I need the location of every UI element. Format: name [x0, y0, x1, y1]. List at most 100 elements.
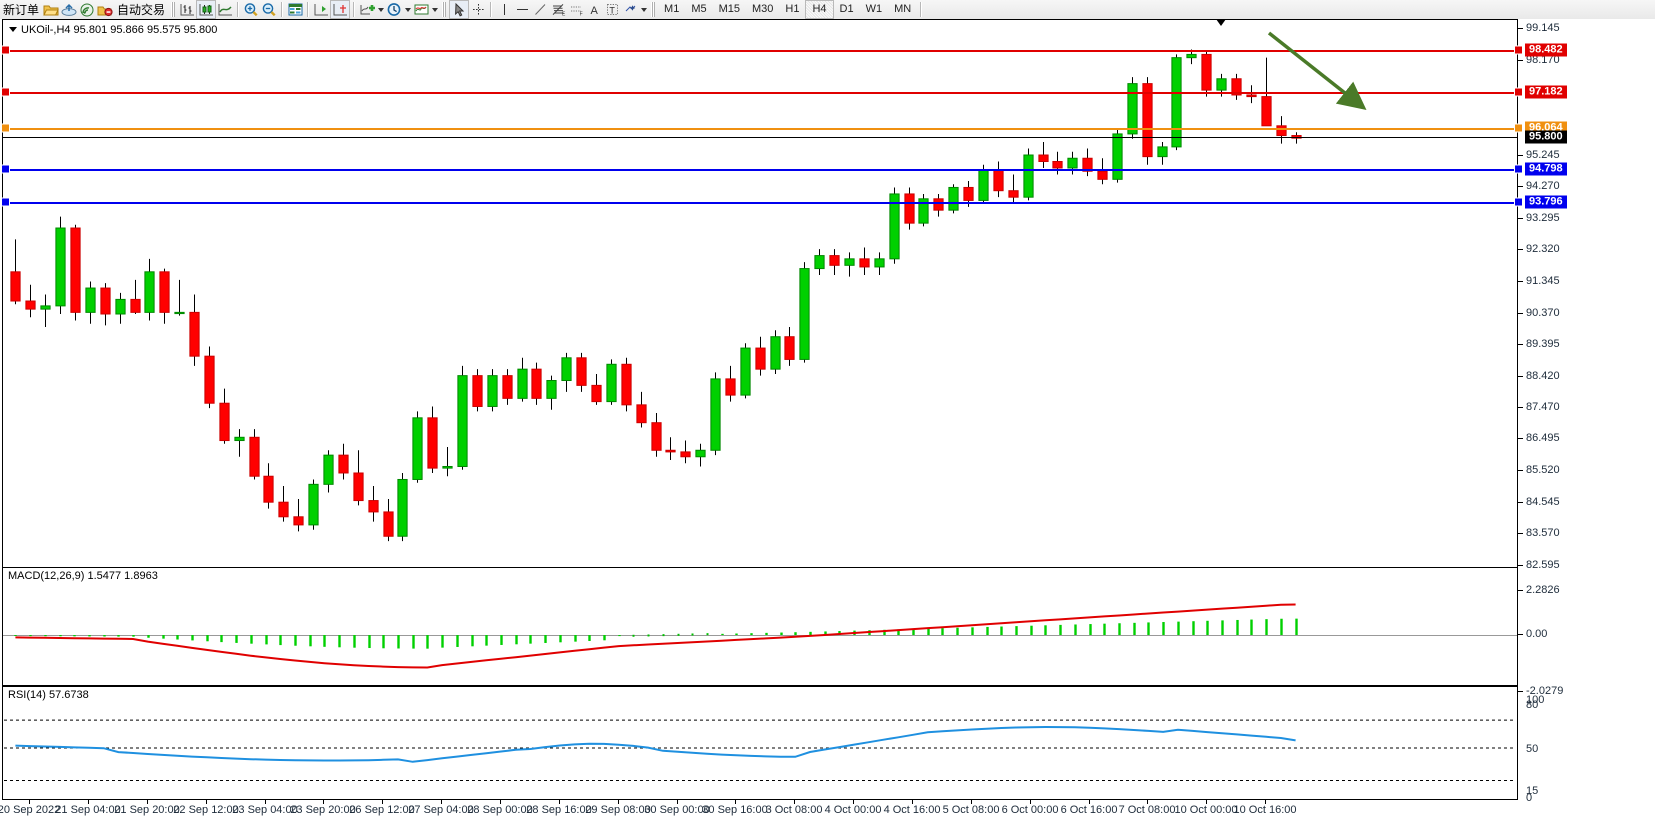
time-tick-label: 30 Sep 16:00 [702, 804, 768, 816]
price-tick [1518, 470, 1523, 472]
toolbar-grip[interactable] [171, 2, 176, 17]
macd-pane[interactable]: MACD(12,26,9) 1.5477 1.8963 [2, 567, 1518, 686]
timeframe-h4[interactable]: H4 [805, 0, 834, 19]
crosshair-icon[interactable] [469, 1, 487, 18]
level-line-pivot[interactable] [3, 127, 1518, 130]
toolbar-grip[interactable] [442, 2, 447, 17]
level-handle-left-support-upper[interactable] [1, 164, 10, 174]
vertical-line-icon[interactable] [495, 1, 513, 18]
timeframe-h1[interactable]: H1 [785, 3, 800, 15]
new-order-button[interactable]: 新订单 [3, 3, 40, 17]
price-tick-label: 98.170 [1526, 53, 1560, 66]
trendline-icon[interactable] [531, 1, 549, 18]
time-tick [853, 800, 854, 804]
level-handle-resistance-lower[interactable] [1514, 87, 1523, 97]
level-line-support-upper[interactable] [3, 169, 1518, 172]
time-tick-label: 21 Sep 20:00 [114, 804, 180, 816]
level-line-resistance-lower[interactable] [3, 91, 1518, 94]
price-pane[interactable]: UKOil-,H4 95.801 95.866 95.575 95.800 [2, 19, 1518, 567]
cursor-icon[interactable] [449, 0, 470, 19]
timeframe-mn[interactable]: MN [894, 3, 912, 15]
rsi-scale-l0: 0 [1526, 792, 1533, 804]
macd-tick [1518, 634, 1523, 635]
price-tick-label: 99.145 [1526, 22, 1560, 34]
time-tick-label: 20 Sep 2022 [0, 804, 61, 816]
objects-icon[interactable] [621, 1, 639, 18]
price-tick [1518, 312, 1523, 314]
price-tick [1518, 281, 1523, 283]
candlestick-series [10, 49, 1302, 542]
timeframe-m30[interactable]: M30 [752, 3, 774, 15]
time-axis[interactable]: 20 Sep 2022 21 Sep 04:00 21 Sep 20:00 22 Se… [0, 800, 1518, 819]
level-handle-left-resistance-lower[interactable] [1, 87, 10, 97]
time-tick-label: 30 Sep 00:00 [644, 804, 710, 816]
price-tick [1518, 406, 1523, 408]
templates-icon[interactable] [412, 1, 430, 18]
level-handle-support-upper[interactable] [1514, 164, 1523, 174]
level-price-label-resistance-lower[interactable]: 97.182 [1525, 85, 1567, 99]
level-handle-resistance-upper[interactable] [1514, 45, 1523, 54]
level-handle-left-support-lower[interactable] [1, 197, 10, 207]
bar-chart-icon[interactable] [178, 1, 196, 18]
level-line-last-price[interactable] [3, 136, 1518, 138]
candlestick-chart-icon[interactable] [196, 0, 217, 19]
price-tick-label: 86.495 [1526, 432, 1560, 445]
line-chart-icon[interactable] [216, 1, 234, 18]
zoom-in-icon[interactable] [242, 1, 260, 18]
level-price-label-last-price[interactable]: 95.800 [1525, 130, 1567, 144]
zoom-out-icon[interactable] [260, 1, 278, 18]
toolbar-separator [307, 2, 310, 17]
level-price-label-resistance-upper[interactable]: 98.482 [1525, 43, 1567, 56]
autotrading-button[interactable]: 自动交易 [117, 3, 166, 17]
time-tick [1089, 800, 1090, 804]
level-handle-support-lower[interactable] [1514, 197, 1523, 207]
level-price-label-support-lower[interactable]: 93.796 [1525, 195, 1567, 209]
fibonacci-icon[interactable]: E [549, 1, 567, 18]
add-indicator-icon[interactable] [358, 1, 376, 18]
chevron-down-icon[interactable] [639, 1, 648, 18]
price-tick [1518, 501, 1523, 503]
data-window-icon[interactable] [286, 1, 304, 18]
price-scale[interactable]: 99.145 98.170 95.245 94.270 93.295 92.320 91.3… [1518, 19, 1655, 819]
timeframe-m5[interactable]: M5 [691, 3, 707, 15]
rsi-label: RSI(14) 57.6738 [8, 689, 89, 701]
signals-icon[interactable] [78, 1, 96, 18]
chevron-down-icon[interactable] [403, 1, 412, 18]
time-tick [971, 800, 972, 804]
level-handle-pivot[interactable] [1514, 123, 1523, 133]
collapse-triangle-icon[interactable] [9, 27, 17, 32]
level-line-support-lower[interactable] [3, 201, 1518, 204]
time-tick-label: 6 Oct 16:00 [1060, 804, 1118, 816]
rsi-scale-l15: 15 [1526, 785, 1539, 797]
horizontal-line-icon[interactable] [513, 1, 531, 18]
chart-shift-icon[interactable] [312, 1, 330, 18]
macd-label: MACD(12,26,9) 1.5477 1.8963 [8, 570, 158, 582]
timeframe-m1[interactable]: M1 [664, 3, 680, 15]
text-label-icon[interactable]: T [603, 1, 621, 18]
price-tick [1518, 375, 1523, 377]
level-handle-left-resistance-upper[interactable] [1, 45, 10, 54]
chevron-down-icon[interactable] [376, 1, 385, 18]
auto-scroll-icon[interactable] [330, 0, 351, 19]
timeframe-w1[interactable]: W1 [865, 3, 883, 15]
toolbar-grip[interactable] [651, 2, 656, 17]
timeframe-d1[interactable]: D1 [839, 3, 854, 15]
upload-chart-icon[interactable] [60, 1, 78, 18]
chevron-down-icon[interactable] [430, 1, 439, 18]
time-tick [323, 800, 324, 804]
rsi-pane[interactable]: RSI(14) 57.6738 [2, 686, 1518, 800]
text-icon[interactable]: A [585, 1, 603, 18]
period-icon[interactable] [385, 1, 403, 18]
autotrading-icon[interactable] [96, 1, 114, 18]
price-tick-label: 84.545 [1526, 495, 1560, 508]
price-tick [1518, 249, 1523, 251]
price-tick [1518, 217, 1523, 219]
folder-icon[interactable] [42, 1, 60, 18]
chart-area[interactable]: UKOil-,H4 95.801 95.866 95.575 95.800 MA… [0, 19, 1655, 819]
price-tick [1518, 59, 1523, 61]
level-price-label-support-upper[interactable]: 94.798 [1525, 162, 1567, 176]
level-handle-left-pivot[interactable] [1, 123, 10, 133]
timeframe-m15[interactable]: M15 [718, 3, 740, 15]
channel-icon[interactable]: F [567, 1, 585, 18]
level-line-resistance-upper[interactable] [3, 49, 1518, 52]
